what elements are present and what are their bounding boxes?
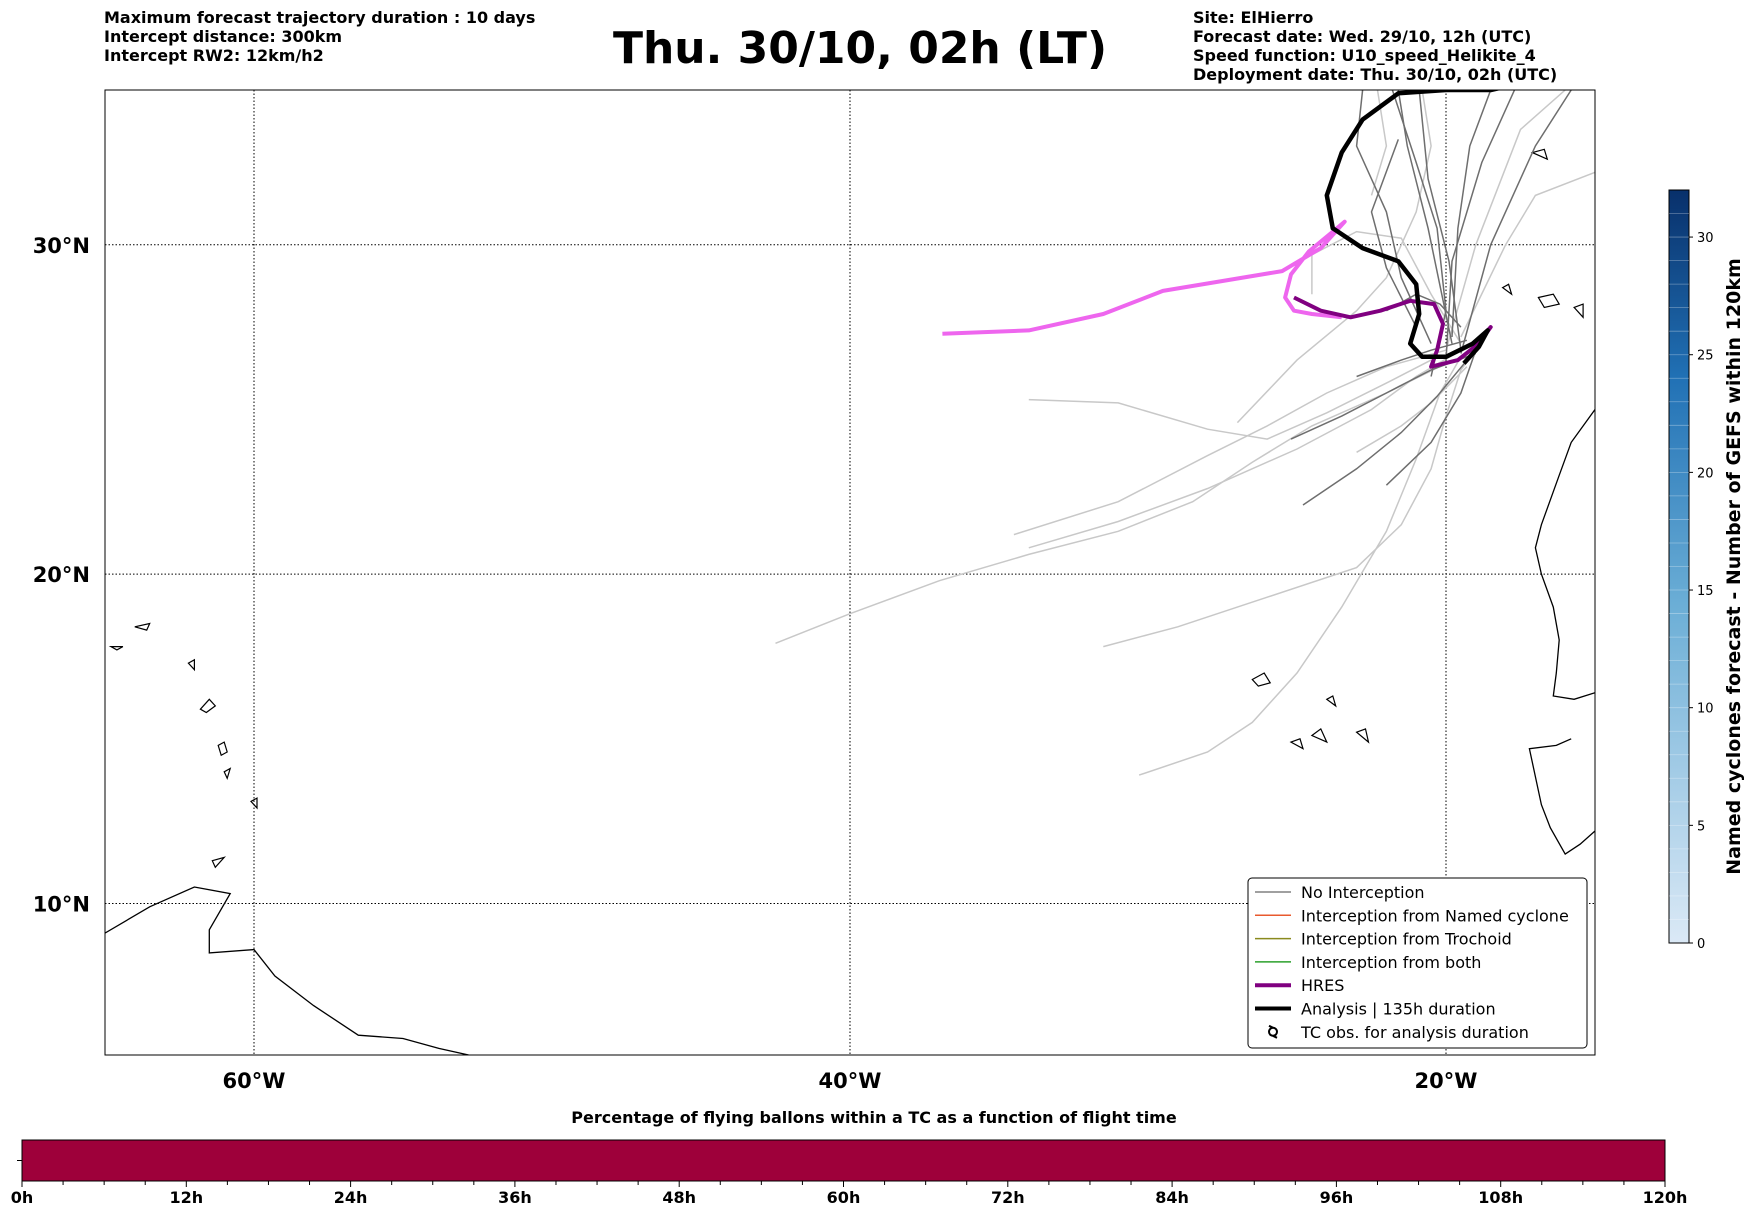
colorbar-tick-label: 20: [1697, 466, 1714, 481]
island-coastline: [1501, 283, 1513, 296]
island-coastline: [211, 856, 227, 869]
map-area: [105, 90, 1628, 1055]
colorbar-tick-label: 30: [1697, 231, 1714, 246]
island-coastline: [1573, 303, 1584, 319]
colorbar-bottom-tick-label: 48h: [662, 1188, 696, 1207]
colorbar-bottom-tick-label: 36h: [498, 1188, 532, 1207]
trajectory-no-interception: [1391, 90, 1447, 377]
trajectory-no-interception: [1451, 90, 1492, 338]
header-left: Maximum forecast trajectory duration : 1…: [104, 8, 535, 65]
colorbar-bottom-tick-label: 24h: [334, 1188, 368, 1207]
site-text: Site: ElHierro: [1193, 8, 1314, 27]
legend-box: [1247, 877, 1588, 1049]
legend-label: HRES: [1301, 976, 1344, 995]
coastline-africa-lower: [1528, 738, 1595, 856]
map-axes: 60°W 40°W 20°W 30°N 20°N 10°N: [33, 234, 1478, 1093]
legend: No Interception Interception from Named c…: [1247, 877, 1588, 1049]
colorbar-bottom-tick-label: 96h: [1320, 1188, 1354, 1207]
island-coastline: [1325, 695, 1337, 708]
colorbar-tick-label: 5: [1697, 819, 1705, 834]
island-coastline: [223, 767, 232, 780]
island-coastline: [1355, 728, 1370, 744]
trajectory-light: [1236, 90, 1432, 424]
trajectory-light: [1013, 349, 1447, 536]
trajectory-no-interception: [1418, 90, 1462, 351]
colorbar-right-label: Named cyclones forecast - Number of GEFS…: [1723, 258, 1745, 875]
colorbar-bottom-tick-label: 72h: [991, 1188, 1025, 1207]
intercept-rw2-text: Intercept RW2: 12km/h2: [104, 46, 324, 65]
trajectory-light: [1445, 90, 1566, 351]
header-right: Site: ElHierro Forecast date: Wed. 29/10…: [1193, 8, 1557, 84]
coastline-africa: [1534, 409, 1595, 700]
map-title: Thu. 30/10, 02h (LT): [612, 23, 1108, 74]
island-coastline: [1537, 293, 1561, 309]
colorbar-bottom-tick-label: 120h: [1643, 1188, 1688, 1207]
trajectory-no-interception: [1302, 356, 1471, 506]
island-coastline: [199, 698, 217, 714]
trajectory-magenta: [942, 219, 1347, 336]
island-coastline: [250, 797, 258, 810]
deployment-date-text: Deployment date: Thu. 30/10, 02h (UTC): [1193, 65, 1558, 84]
legend-label: No Interception: [1301, 883, 1425, 902]
coastline-caribbean-south: [105, 886, 469, 1055]
colorbar-tick-label: 10: [1697, 702, 1714, 717]
colorbar-right-fill: [1668, 189, 1690, 944]
island-coastline: [187, 658, 195, 672]
island-coastline: [134, 622, 151, 631]
forecast-date-text: Forecast date: Wed. 29/10, 12h (UTC): [1193, 27, 1532, 46]
island-coastline: [108, 646, 124, 651]
colorbar-bottom-fill: [21, 1139, 1666, 1182]
trajectory-no-interception: [1460, 90, 1572, 354]
lon-tick-label: 60°W: [223, 1069, 286, 1093]
legend-label: TC obs. for analysis duration: [1300, 1023, 1529, 1042]
speed-function-text: Speed function: U10_speed_Helikite_4: [1193, 46, 1536, 65]
colorbar-right: 0 5 10 15 20 25 30 Named cyclones forecast - Nu…: [1668, 189, 1745, 952]
island-coastline: [1289, 738, 1305, 750]
trajectory-no-interception: [1397, 90, 1453, 344]
lon-tick-label: 40°W: [819, 1069, 882, 1093]
colorbar-bottom-tick-label: 60h: [827, 1188, 861, 1207]
trajectory-light: [1103, 349, 1477, 648]
trajectory-light: [1028, 349, 1462, 549]
trajectory-light: [1028, 359, 1432, 440]
trajectory-no-interception: [1445, 90, 1516, 361]
lat-tick-label: 30°N: [33, 234, 90, 258]
island-coastline: [217, 741, 228, 757]
intercept-distance-text: Intercept distance: 300km: [104, 27, 343, 46]
trajectory-no-interception: [1370, 139, 1417, 328]
island-coastline: [1610, 288, 1628, 305]
trajectory-analysis: [1324, 90, 1502, 365]
colorbar-bottom-tick-label: 108h: [1478, 1188, 1523, 1207]
legend-label: Interception from both: [1301, 953, 1481, 972]
colorbar-tick-label: 25: [1697, 349, 1714, 364]
legend-label: Interception from Trochoid: [1301, 930, 1512, 949]
colorbar-tick-label: 0: [1697, 937, 1705, 952]
legend-cyclone-icon: [1268, 1024, 1278, 1039]
legend-label: Interception from Named cyclone: [1301, 906, 1569, 925]
lon-tick-label: 20°W: [1415, 1069, 1478, 1093]
trajectory-no-interception: [1385, 349, 1477, 486]
lat-tick-label: 20°N: [33, 563, 90, 587]
trajectory-hres: [1293, 295, 1493, 369]
map-frame: [104, 89, 1596, 1056]
island-coastline: [1310, 727, 1328, 744]
trajectory-light: [775, 362, 1447, 644]
trajectory-light: [1460, 171, 1595, 338]
trajectory-light: [1138, 356, 1462, 776]
max-duration-text: Maximum forecast trajectory duration : 1…: [104, 8, 536, 27]
legend-label: Analysis | 135h duration: [1301, 1000, 1496, 1019]
island-coastline: [1251, 672, 1272, 687]
colorbar-bottom-tick-label: 84h: [1155, 1188, 1189, 1207]
colorbar-tick-label: 15: [1697, 584, 1714, 599]
trajectory-no-interception: [1356, 339, 1468, 378]
colorbar-bottom-tick-label: 12h: [169, 1188, 203, 1207]
colorbar-bottom-tick-label: 0h: [11, 1188, 34, 1207]
lat-tick-label: 10°N: [33, 892, 90, 916]
colorbar-bottom: 0h 12h 24h 36h 48h 60h 72h 84h 96h 108h 120h: [11, 1139, 1688, 1207]
bottom-colorbar-title: Percentage of flying ballons within a TC…: [571, 1108, 1177, 1127]
island-coastline: [1530, 148, 1549, 161]
trajectory-light: [1356, 366, 1468, 453]
